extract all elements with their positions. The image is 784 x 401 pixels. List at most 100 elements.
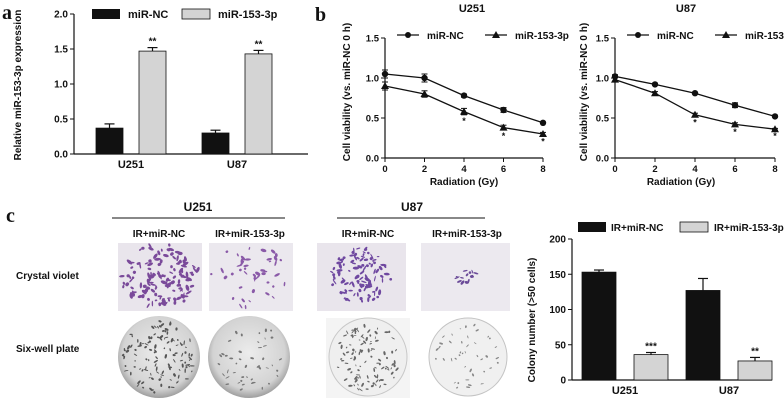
- colony-dot: [164, 330, 167, 333]
- cell-stain: [241, 298, 245, 303]
- legend-label: miR-NC: [657, 31, 694, 42]
- colony-dot: [473, 342, 477, 345]
- cell-stain: [126, 274, 130, 278]
- colony-dot: [351, 329, 354, 331]
- colony-dot: [164, 328, 169, 331]
- colony-dot: [356, 328, 360, 333]
- chart-a-legend: miR-NC miR-153-3p: [92, 8, 278, 21]
- colony-dot: [483, 370, 486, 373]
- cell-stain: [368, 284, 371, 289]
- cell-stain: [336, 269, 343, 272]
- cell-stain: [192, 267, 198, 273]
- colony-dot: [225, 376, 230, 379]
- colony-dot: [357, 376, 359, 379]
- data-point: [771, 125, 779, 133]
- colony-dot: [374, 330, 378, 335]
- colony-dot: [225, 383, 230, 385]
- cell-stain: [153, 253, 158, 259]
- colony-dot: [370, 349, 373, 352]
- significance-label: *: [502, 131, 506, 141]
- cell-stain: [349, 254, 355, 257]
- bar: [244, 53, 273, 155]
- cell-stain: [239, 268, 242, 272]
- colony-dot: [151, 325, 155, 329]
- colony-dot: [451, 333, 453, 336]
- col-label-1: IR+miR-NC: [133, 229, 186, 240]
- bar: [633, 354, 669, 381]
- colony-dot: [123, 355, 126, 360]
- data-point: [499, 123, 508, 131]
- cell-stain: [349, 281, 352, 286]
- colony-dot: [438, 345, 441, 348]
- colony-dot: [138, 368, 142, 370]
- y-tick-label: 0.5: [366, 114, 380, 125]
- cell-stain: [333, 275, 336, 280]
- chart-b1-xlabel: Radiation (Gy): [430, 177, 498, 188]
- cell-stain: [122, 285, 125, 289]
- cell-stain: [339, 258, 345, 262]
- data-point: [420, 90, 429, 97]
- x-tick-label: 6: [732, 164, 737, 175]
- chart-c-legend: IR+miR-NC IR+miR-153-3p: [578, 221, 784, 234]
- cell-stain: [139, 263, 142, 269]
- chart-b2-title: U87: [676, 3, 696, 15]
- cell-stain: [359, 283, 363, 289]
- colony-dot: [390, 367, 393, 370]
- colony-dot: [360, 334, 364, 338]
- colony-dot: [172, 354, 176, 357]
- cell-stain: [169, 271, 174, 274]
- six-well-plate-u87-153: [428, 317, 508, 397]
- cell-stain: [147, 262, 153, 267]
- bar: [685, 290, 721, 381]
- colony-dot: [160, 323, 165, 327]
- cell-stain: [265, 292, 270, 296]
- colony-dot: [480, 383, 482, 385]
- cell-stain: [150, 288, 156, 293]
- colony-dot: [133, 353, 138, 356]
- cell-stain: [148, 281, 154, 284]
- data-point: [651, 89, 659, 97]
- significance-label: **: [255, 39, 263, 50]
- cell-stain: [373, 268, 376, 275]
- colony-dot: [345, 346, 348, 349]
- significance-label: **: [751, 346, 759, 357]
- x-tick-label: U251: [612, 385, 638, 397]
- legend-label-ir-mirnc: IR+miR-NC: [611, 223, 664, 234]
- colony-dot: [448, 340, 452, 344]
- legend-label-mirnc: miR-NC: [128, 9, 168, 21]
- data-point: [771, 113, 779, 120]
- colony-dot: [181, 352, 184, 357]
- cell-stain: [356, 276, 359, 279]
- cell-stain: [268, 260, 272, 263]
- colony-dot: [167, 363, 170, 367]
- cell-stain: [274, 273, 280, 277]
- colony-dot: [164, 336, 169, 338]
- chart-b1-ylabel: Cell viability (vs. miR-NC 0 h): [342, 23, 353, 161]
- y-tick-label: 1.0: [54, 80, 68, 91]
- cell-stain: [180, 286, 183, 292]
- cell-stain: [163, 274, 166, 278]
- cell-stain: [185, 290, 192, 295]
- cell-stain: [337, 271, 341, 277]
- y-tick-label: 1.5: [596, 34, 610, 45]
- significance-label: *: [693, 117, 697, 127]
- colony-dot: [164, 354, 168, 359]
- colony-dot: [160, 376, 162, 379]
- colony-dot: [276, 374, 279, 377]
- cell-stain: [240, 255, 246, 261]
- cell-stain: [365, 284, 369, 287]
- cell-stain: [359, 276, 364, 281]
- cell-stain: [356, 256, 360, 260]
- colony-dot: [161, 330, 165, 332]
- cell-stain: [365, 264, 369, 268]
- colony-dot: [130, 344, 133, 348]
- cell-stain: [176, 296, 182, 300]
- cell-stain: [172, 255, 177, 260]
- colony-dot: [350, 371, 353, 374]
- cell-stain: [367, 294, 371, 297]
- cell-stain: [167, 298, 171, 302]
- cell-stain: [148, 259, 152, 263]
- colony-dot: [365, 336, 368, 342]
- cell-stain: [176, 255, 179, 262]
